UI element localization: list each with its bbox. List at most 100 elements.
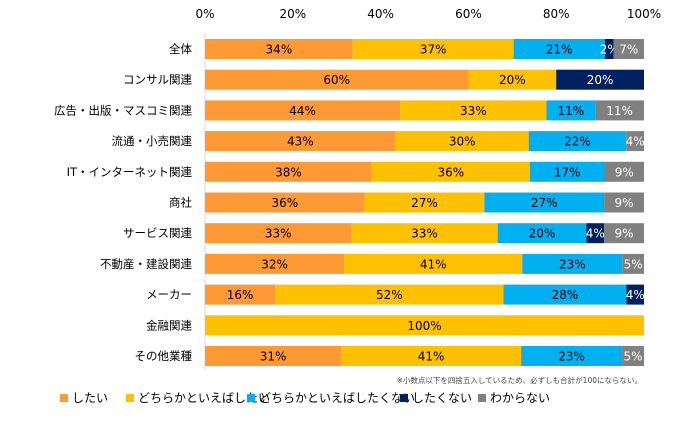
data-label: 7% — [619, 43, 638, 57]
data-label: 43% — [287, 135, 314, 149]
category-label: メーカー — [146, 288, 192, 302]
x-tick-label: 60% — [455, 7, 482, 21]
data-label: 9% — [615, 196, 634, 210]
bar-segment — [522, 253, 623, 274]
bar-segment — [205, 192, 365, 213]
bar-segment — [484, 192, 605, 213]
bar-segment — [352, 39, 514, 59]
data-label: 27% — [531, 196, 558, 210]
category-label: 商社 — [169, 196, 192, 210]
data-label: 5% — [624, 350, 643, 364]
bar-segment — [205, 223, 352, 244]
data-label: 33% — [411, 227, 438, 241]
bar-segment — [546, 100, 596, 121]
data-label: 27% — [411, 196, 438, 210]
bar-segment — [468, 69, 557, 90]
bar-segment — [205, 346, 342, 366]
bar-segment — [205, 131, 396, 152]
footnote: ※小数点以下を四捨五入しているため、必ずしも合計が100にならない。 — [397, 375, 642, 385]
category-label: コンサル関連 — [123, 73, 192, 87]
category-label: 広告・出版・マスコミ関連 — [54, 103, 192, 117]
bar-segment — [400, 100, 547, 121]
bar-segment — [626, 284, 644, 305]
data-label: 41% — [418, 350, 445, 364]
category-label: 不動産・建設関連 — [100, 257, 192, 271]
bar-segment — [604, 161, 644, 182]
bar-segment — [395, 131, 529, 152]
data-label: 20% — [587, 73, 614, 87]
data-label: 32% — [261, 257, 288, 271]
bar-segment — [205, 315, 644, 336]
bar-segment — [205, 100, 401, 121]
category-label: 流通・小売関連 — [112, 134, 193, 148]
legend-swatch — [478, 394, 486, 402]
data-label: 28% — [552, 288, 579, 302]
bar-segment — [205, 39, 353, 59]
bar-segment — [604, 223, 644, 244]
bar-segment — [529, 161, 605, 182]
category-label: サービス関連 — [123, 226, 192, 240]
bar-segment — [595, 100, 644, 121]
x-tick-label: 100% — [627, 7, 661, 21]
bar-segment — [586, 223, 605, 244]
bar-segment — [613, 39, 644, 59]
data-label: 38% — [275, 165, 302, 179]
data-label: 100% — [407, 319, 441, 333]
bar-segment — [364, 192, 485, 213]
legend-label: わからない — [490, 391, 550, 405]
bar-segment — [604, 192, 644, 213]
legend-label: どちらかといえばしたくない — [259, 391, 415, 405]
bar-segment — [205, 253, 345, 274]
data-label: 41% — [420, 257, 447, 271]
data-label: 37% — [420, 43, 447, 57]
bar-segment — [205, 161, 372, 182]
bar-segment — [503, 284, 627, 305]
bar-segment — [341, 346, 522, 366]
bar-segment — [205, 284, 276, 305]
data-label: 11% — [557, 104, 584, 118]
data-label: 9% — [615, 227, 634, 241]
x-tick-label: 40% — [367, 7, 394, 21]
data-label: 31% — [260, 350, 287, 364]
bar-segment — [626, 131, 644, 152]
legend-swatch — [126, 394, 134, 402]
data-label: 5% — [624, 257, 643, 271]
bar-segment — [622, 346, 644, 366]
legend-swatch — [400, 394, 408, 402]
data-label: 4% — [626, 135, 645, 149]
data-label: 17% — [554, 165, 581, 179]
bar-segment — [371, 161, 530, 182]
bar-segment — [521, 346, 623, 366]
category-label: IT・インターネット関連 — [67, 165, 193, 179]
data-label: 21% — [546, 43, 573, 57]
category-label: その他業種 — [135, 349, 193, 363]
legend-label: どちらかといえばしたい — [138, 391, 270, 405]
data-label: 33% — [265, 227, 292, 241]
data-label: 60% — [323, 73, 350, 87]
data-label: 36% — [438, 165, 465, 179]
legend-label: したい — [72, 391, 108, 405]
bar-segment — [344, 253, 523, 274]
data-label: 16% — [227, 288, 254, 302]
bar-segment — [351, 223, 498, 244]
data-label: 22% — [564, 135, 591, 149]
bar-segment — [497, 223, 587, 244]
bar-segment — [205, 69, 469, 90]
data-label: 4% — [586, 227, 605, 241]
data-label: 20% — [529, 227, 556, 241]
data-label: 11% — [606, 104, 633, 118]
data-label: 34% — [266, 43, 293, 57]
data-label: 23% — [558, 350, 585, 364]
x-tick-label: 80% — [543, 7, 570, 21]
bar-segment — [528, 131, 627, 152]
bar-segment — [622, 253, 644, 274]
category-label: 金融関連 — [146, 318, 192, 332]
data-label: 23% — [559, 257, 586, 271]
bar-segment — [604, 39, 614, 59]
bar-segment — [556, 69, 644, 90]
x-tick-label: 20% — [279, 7, 306, 21]
data-label: 36% — [271, 196, 298, 210]
data-label: 4% — [626, 288, 645, 302]
data-label: 33% — [460, 104, 487, 118]
